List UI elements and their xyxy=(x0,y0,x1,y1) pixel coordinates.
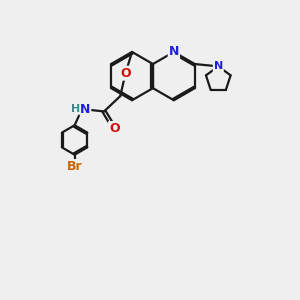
Text: O: O xyxy=(120,67,131,80)
Text: O: O xyxy=(109,122,120,135)
Text: N: N xyxy=(214,61,223,71)
Text: N: N xyxy=(169,45,179,58)
Text: N: N xyxy=(80,103,91,116)
Text: H: H xyxy=(71,104,80,114)
Text: Br: Br xyxy=(67,160,83,173)
